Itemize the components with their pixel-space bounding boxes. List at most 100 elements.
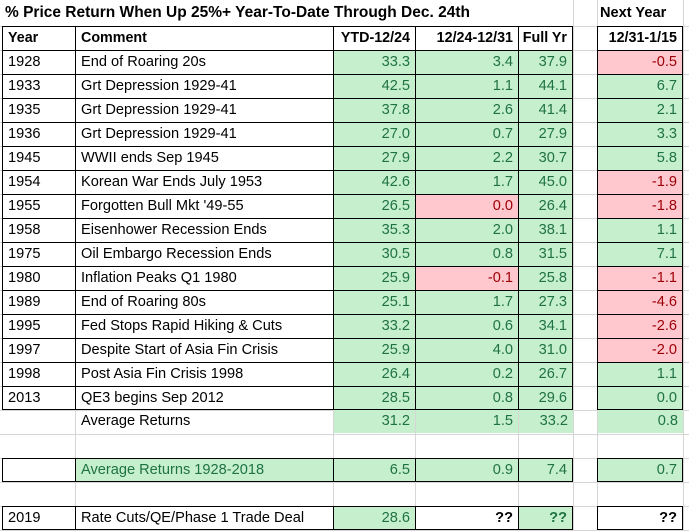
nextyear-cell-1980[interactable]: -1.1 — [597, 266, 683, 290]
year-cell-1945[interactable]: 1945 — [2, 146, 75, 170]
nextyear-cell-1989[interactable]: -4.6 — [597, 290, 683, 314]
fullyr-cell-1928[interactable]: 37.9 — [518, 50, 573, 74]
fullyr-cell-1997[interactable]: 31.0 — [518, 338, 573, 362]
fullyr-cell-1980[interactable]: 25.8 — [518, 266, 573, 290]
fullyr-cell-1975[interactable]: 31.5 — [518, 242, 573, 266]
ytd-cell-1998[interactable]: 26.4 — [333, 362, 415, 386]
fullyr-cell-average-returns-1928-2018[interactable]: 7.4 — [518, 458, 573, 482]
fullyr-cell-1936[interactable]: 27.9 — [518, 122, 573, 146]
fullyr-cell-1933[interactable]: 44.1 — [518, 74, 573, 98]
ytd-cell-1997[interactable]: 25.9 — [333, 338, 415, 362]
ytd-cell-1936[interactable]: 27.0 — [333, 122, 415, 146]
ytd-cell-2013[interactable]: 28.5 — [333, 386, 415, 410]
fullyr-cell-1989[interactable]: 27.3 — [518, 290, 573, 314]
fullyr-cell-1955[interactable]: 26.4 — [518, 194, 573, 218]
ytd-cell-1989[interactable]: 25.1 — [333, 290, 415, 314]
comment-cell-2019[interactable]: Rate Cuts/QE/Phase 1 Trade Deal — [75, 506, 333, 530]
nextyear-cell-1936[interactable]: 3.3 — [597, 122, 683, 146]
fullyr-cell-1998[interactable]: 26.7 — [518, 362, 573, 386]
nextyear-cell-1933[interactable]: 6.7 — [597, 74, 683, 98]
week-cell-1989[interactable]: 1.7 — [415, 290, 518, 314]
header-ytd-12-24[interactable]: YTD-12/24 — [333, 26, 415, 50]
year-cell-1997[interactable]: 1997 — [2, 338, 75, 362]
nextyear-cell-1945[interactable]: 5.8 — [597, 146, 683, 170]
comment-cell-1995[interactable]: Fed Stops Rapid Hiking & Cuts — [75, 314, 333, 338]
year-cell-1975[interactable]: 1975 — [2, 242, 75, 266]
ytd-cell-2019[interactable]: 28.6 — [333, 506, 415, 530]
nextyear-cell-average-returns[interactable]: 0.8 — [598, 410, 683, 433]
comment-cell-1980[interactable]: Inflation Peaks Q1 1980 — [75, 266, 333, 290]
year-cell-1935[interactable]: 1935 — [2, 98, 75, 122]
comment-cell-2013[interactable]: QE3 begins Sep 2012 — [75, 386, 333, 410]
week-cell-1945[interactable]: 2.2 — [415, 146, 518, 170]
week-cell-1936[interactable]: 0.7 — [415, 122, 518, 146]
fullyr-cell-1958[interactable]: 38.1 — [518, 218, 573, 242]
comment-cell-1989[interactable]: End of Roaring 80s — [75, 290, 333, 314]
comment-cell-average-returns[interactable]: Average Returns — [81, 413, 191, 430]
year-cell-2013[interactable]: 2013 — [2, 386, 75, 410]
nextyear-cell-1975[interactable]: 7.1 — [597, 242, 683, 266]
week-cell-2013[interactable]: 0.8 — [415, 386, 518, 410]
year-cell-average-returns-1928-2018[interactable] — [2, 458, 75, 482]
sheet-title[interactable]: % Price Return When Up 25%+ Year-To-Date… — [0, 0, 573, 26]
ytd-cell-1995[interactable]: 33.2 — [333, 314, 415, 338]
fullyr-cell-1945[interactable]: 30.7 — [518, 146, 573, 170]
week-cell-1954[interactable]: 1.7 — [415, 170, 518, 194]
year-cell-1955[interactable]: 1955 — [2, 194, 75, 218]
year-cell-1980[interactable]: 1980 — [2, 266, 75, 290]
year-cell-1995[interactable]: 1995 — [2, 314, 75, 338]
year-cell-1998[interactable]: 1998 — [2, 362, 75, 386]
comment-cell-1933[interactable]: Grt Depression 1929-41 — [75, 74, 333, 98]
year-cell-1933[interactable]: 1933 — [2, 74, 75, 98]
week-cell-average-returns-1928-2018[interactable]: 0.9 — [415, 458, 518, 482]
header-full-yr[interactable]: Full Yr — [518, 26, 573, 50]
week-cell-1980[interactable]: -0.1 — [415, 266, 518, 290]
fullyr-cell-1954[interactable]: 45.0 — [518, 170, 573, 194]
ytd-cell-1955[interactable]: 26.5 — [333, 194, 415, 218]
comment-cell-1935[interactable]: Grt Depression 1929-41 — [75, 98, 333, 122]
ytd-cell-1975[interactable]: 30.5 — [333, 242, 415, 266]
header-comment[interactable]: Comment — [75, 26, 333, 50]
header-12-31-1-15[interactable]: 12/31-1/15 — [597, 26, 683, 50]
ytd-cell-1980[interactable]: 25.9 — [333, 266, 415, 290]
year-cell-1958[interactable]: 1958 — [2, 218, 75, 242]
year-cell-1936[interactable]: 1936 — [2, 122, 75, 146]
ytd-cell-1928[interactable]: 33.3 — [333, 50, 415, 74]
year-cell-1954[interactable]: 1954 — [2, 170, 75, 194]
ytd-cell-1933[interactable]: 42.5 — [333, 74, 415, 98]
fullyr-cell-1935[interactable]: 41.4 — [518, 98, 573, 122]
ytd-cell-1954[interactable]: 42.6 — [333, 170, 415, 194]
fullyr-cell-2019[interactable]: ?? — [518, 506, 573, 530]
ytd-cell-1958[interactable]: 35.3 — [333, 218, 415, 242]
nextyear-cell-1955[interactable]: -1.8 — [597, 194, 683, 218]
ytd-cell-average-returns-1928-2018[interactable]: 6.5 — [333, 458, 415, 482]
comment-cell-1958[interactable]: Eisenhower Recession Ends — [75, 218, 333, 242]
week-cell-1975[interactable]: 0.8 — [415, 242, 518, 266]
week-cell-1935[interactable]: 2.6 — [415, 98, 518, 122]
fullyr-cell-1995[interactable]: 34.1 — [518, 314, 573, 338]
comment-cell-average-returns-1928-2018[interactable]: Average Returns 1928-2018 — [75, 458, 333, 482]
nextyear-cell-1928[interactable]: -0.5 — [597, 50, 683, 74]
nextyear-cell-2013[interactable]: 0.0 — [597, 386, 683, 410]
comment-cell-1997[interactable]: Despite Start of Asia Fin Crisis — [75, 338, 333, 362]
nextyear-cell-1998[interactable]: 1.1 — [597, 362, 683, 386]
comment-cell-1945[interactable]: WWII ends Sep 1945 — [75, 146, 333, 170]
comment-cell-1975[interactable]: Oil Embargo Recession Ends — [75, 242, 333, 266]
comment-cell-1955[interactable]: Forgotten Bull Mkt '49-55 — [75, 194, 333, 218]
week-cell-1997[interactable]: 4.0 — [415, 338, 518, 362]
comment-cell-1954[interactable]: Korean War Ends July 1953 — [75, 170, 333, 194]
ytd-cell-1945[interactable]: 27.9 — [333, 146, 415, 170]
nextyear-cell-1995[interactable]: -2.6 — [597, 314, 683, 338]
fullyr-cell-average-returns[interactable]: 33.2 — [519, 410, 573, 433]
week-cell-1955[interactable]: 0.0 — [415, 194, 518, 218]
year-cell-2019[interactable]: 2019 — [2, 506, 75, 530]
week-cell-1998[interactable]: 0.2 — [415, 362, 518, 386]
week-cell-1958[interactable]: 2.0 — [415, 218, 518, 242]
nextyear-cell-1935[interactable]: 2.1 — [597, 98, 683, 122]
week-cell-average-returns[interactable]: 1.5 — [416, 410, 518, 433]
nextyear-cell-1954[interactable]: -1.9 — [597, 170, 683, 194]
fullyr-cell-2013[interactable]: 29.6 — [518, 386, 573, 410]
nextyear-cell-average-returns-1928-2018[interactable]: 0.7 — [597, 458, 683, 482]
week-cell-1995[interactable]: 0.6 — [415, 314, 518, 338]
year-cell-1928[interactable]: 1928 — [2, 50, 75, 74]
